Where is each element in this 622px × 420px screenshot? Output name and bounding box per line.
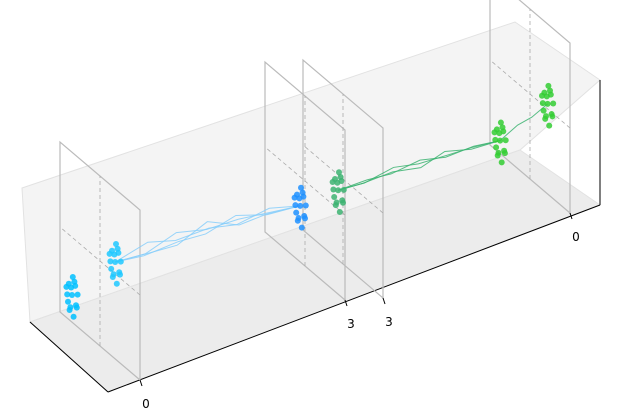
point — [297, 202, 304, 209]
x-tick-label: 3 — [385, 315, 393, 329]
x-tick-label: 3 — [347, 317, 355, 331]
point — [64, 291, 71, 298]
trajectory — [115, 205, 301, 263]
point — [543, 93, 550, 100]
point — [494, 152, 501, 159]
point — [108, 265, 115, 272]
point — [540, 107, 547, 114]
point — [66, 306, 73, 313]
point — [336, 208, 343, 215]
panel — [489, 0, 571, 215]
point — [546, 122, 553, 129]
point — [340, 199, 346, 206]
point — [109, 273, 116, 280]
trajectory — [338, 140, 501, 191]
point — [302, 202, 309, 209]
point — [302, 215, 308, 222]
point — [63, 283, 70, 290]
trajectory — [114, 205, 301, 263]
point — [298, 224, 305, 231]
point — [293, 209, 300, 216]
panel — [302, 58, 384, 300]
point — [117, 271, 123, 278]
point — [107, 258, 114, 265]
point — [68, 284, 75, 291]
point — [542, 115, 549, 122]
point — [296, 195, 303, 202]
point — [539, 92, 545, 99]
panel-guide — [264, 146, 346, 216]
point — [550, 100, 557, 107]
point — [69, 273, 76, 280]
trajectory — [115, 205, 301, 263]
x-tick — [139, 379, 143, 387]
point — [493, 144, 500, 151]
point — [497, 137, 504, 144]
point — [492, 136, 499, 143]
panel-guide — [489, 59, 571, 129]
point — [334, 179, 341, 186]
point — [291, 194, 298, 201]
x-tick — [569, 212, 573, 220]
point — [330, 186, 337, 193]
point — [331, 194, 338, 201]
point — [69, 292, 75, 298]
panel — [59, 140, 141, 382]
axis-line — [107, 204, 601, 393]
point — [502, 137, 509, 144]
point — [113, 280, 120, 287]
x-tick — [344, 299, 348, 307]
point — [65, 298, 71, 305]
point — [292, 202, 299, 209]
point — [544, 100, 551, 107]
point — [329, 179, 336, 186]
point — [332, 202, 339, 209]
point — [491, 129, 498, 136]
x-tick-label: 0 — [142, 397, 150, 411]
axis-line — [29, 321, 109, 393]
point — [113, 241, 119, 247]
x-tick — [382, 297, 386, 305]
panel — [264, 60, 346, 302]
point — [549, 113, 556, 120]
point — [112, 259, 119, 266]
point — [498, 159, 505, 166]
point — [340, 186, 347, 193]
trajectory — [338, 140, 501, 191]
point — [298, 184, 304, 191]
point — [70, 313, 77, 320]
point — [106, 250, 113, 257]
point — [335, 187, 342, 194]
point — [74, 291, 81, 298]
point — [496, 130, 503, 137]
panel-guide — [59, 226, 141, 296]
point — [497, 119, 504, 126]
x-tick-label: 0 — [572, 230, 580, 244]
point — [336, 169, 342, 176]
point — [539, 100, 546, 107]
point — [117, 258, 124, 265]
trajectory — [499, 103, 548, 141]
point — [294, 217, 301, 224]
point — [73, 304, 80, 311]
point — [545, 82, 552, 89]
point — [501, 150, 508, 157]
point — [111, 251, 118, 258]
